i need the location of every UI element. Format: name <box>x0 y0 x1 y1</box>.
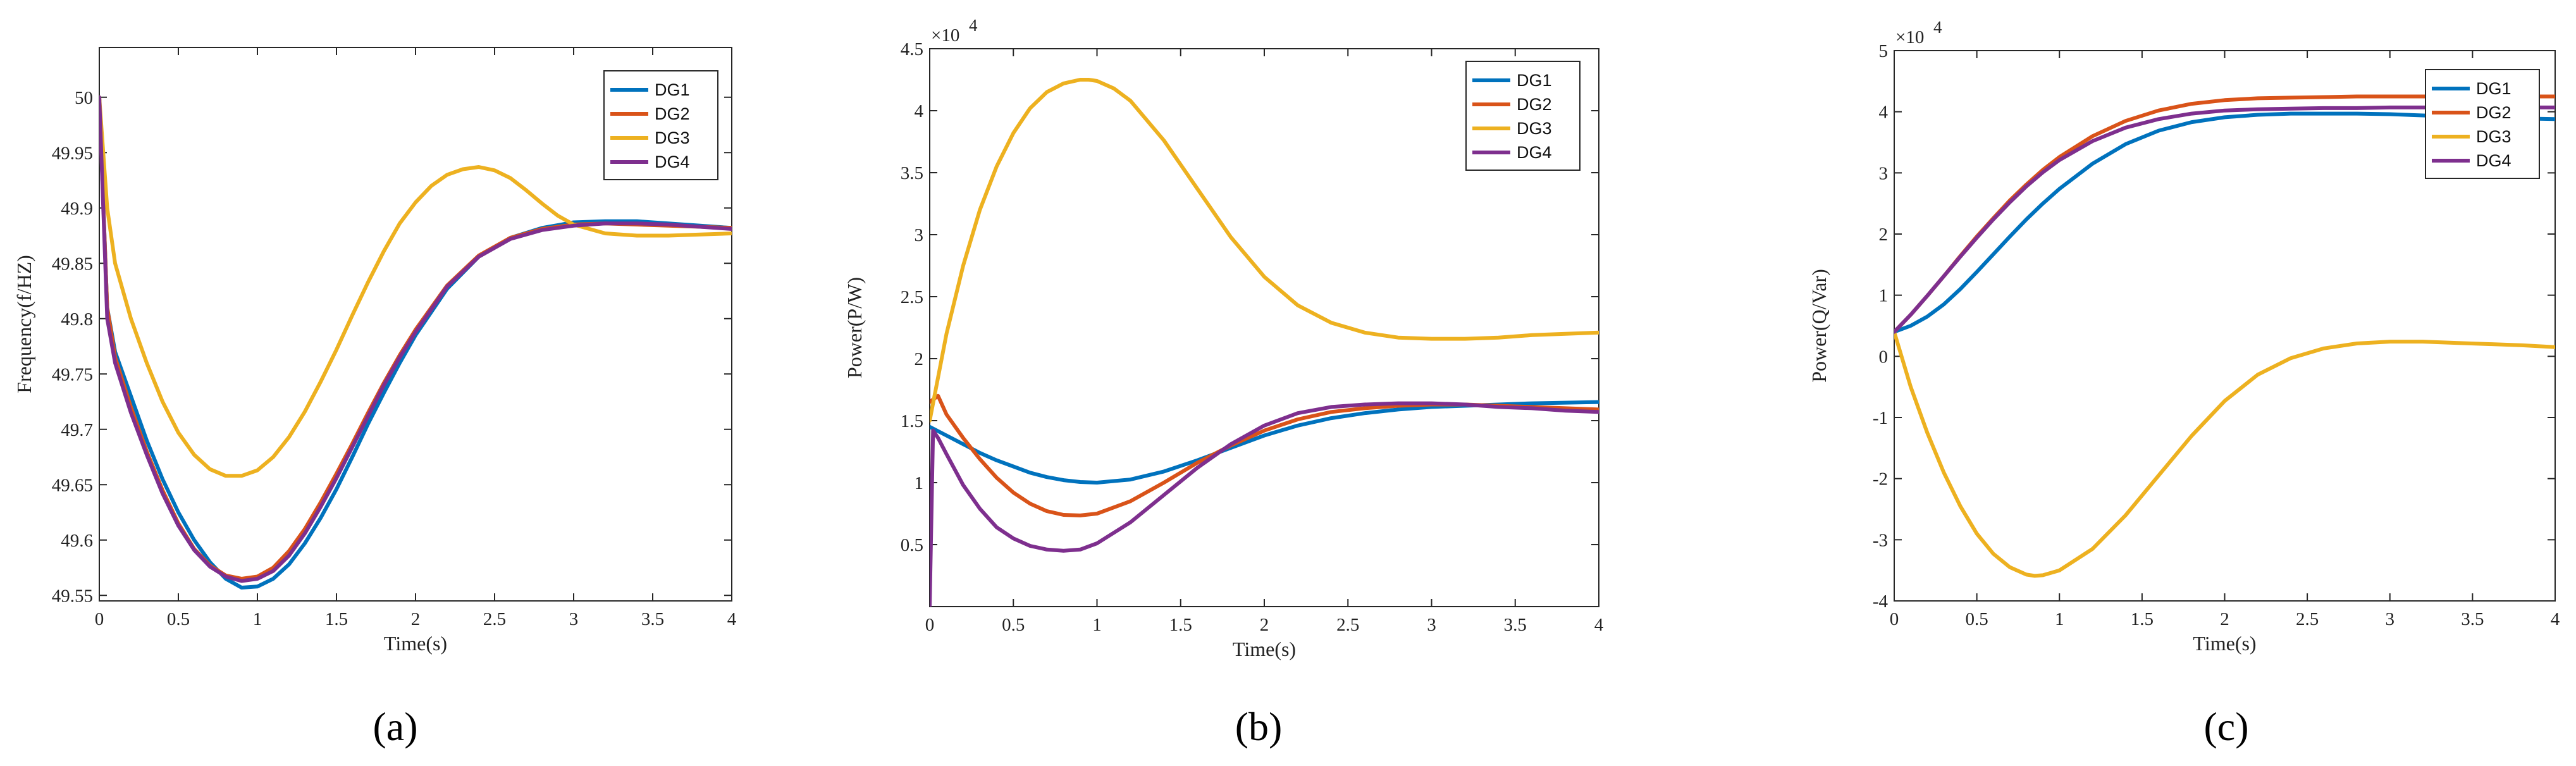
x-tick-label-c: 3 <box>2386 609 2395 629</box>
y-tick-label-c: -1 <box>1873 408 1888 428</box>
y-tick-label-c: -2 <box>1873 469 1888 490</box>
x-tick-label-b: 2 <box>1260 615 1269 635</box>
legend-label-dg4-c: DG4 <box>2476 151 2511 170</box>
x-tick-label-b: 3.5 <box>1504 615 1527 635</box>
y-tick-label-a: 50 <box>75 88 93 108</box>
y-tick-label-a: 49.75 <box>52 364 93 385</box>
x-tick-label-a: 2 <box>411 609 421 629</box>
x-tick-label-a: 3.5 <box>641 609 664 629</box>
y-tick-label-b: 3.5 <box>901 163 923 183</box>
y-tick-label-b: 2.5 <box>901 287 923 307</box>
y-tick-label-c: 1 <box>1879 286 1889 306</box>
y-tick-label-b: 4 <box>915 101 924 121</box>
y-tick-label-a: 49.55 <box>52 586 93 606</box>
legend-label-dg4-b: DG4 <box>1517 143 1552 162</box>
x-tick-label-c: 1 <box>2055 609 2064 629</box>
x-tick-label-a: 4 <box>727 609 737 629</box>
legend-label-dg1-b: DG1 <box>1517 71 1552 90</box>
x-tick-label-a: 3 <box>569 609 579 629</box>
y-axis-label-a: Frequency(f/HZ) <box>13 255 35 393</box>
x-tick-label-c: 3.5 <box>2461 609 2484 629</box>
x-tick-label-a: 2.5 <box>483 609 506 629</box>
legend-label-dg1-c: DG1 <box>2476 79 2511 98</box>
y-tick-label-c: 2 <box>1879 225 1889 245</box>
axis-exponent-b: ×10 <box>931 25 959 46</box>
panel-label-a: (a) <box>373 704 417 749</box>
series-line-dg4-b <box>930 401 1599 607</box>
series-line-dg3-c <box>1894 330 2555 578</box>
series-line-dg4-c <box>1894 105 2555 334</box>
series-line-dg3-a <box>99 95 732 478</box>
x-tick-label-c: 2 <box>2220 609 2229 629</box>
y-tick-label-c: -3 <box>1873 530 1888 550</box>
legend-label-dg3-b: DG3 <box>1517 119 1552 138</box>
y-tick-label-a: 49.95 <box>52 143 93 163</box>
x-tick-label-c: 0.5 <box>1966 609 1988 629</box>
panel-label-c: (c) <box>2203 704 2248 749</box>
x-tick-label-b: 0.5 <box>1002 615 1025 635</box>
x-tick-label-b: 2.5 <box>1336 615 1359 635</box>
x-tick-label-c: 1.5 <box>2131 609 2154 629</box>
x-tick-label-b: 4 <box>1594 615 1604 635</box>
legend-label-dg2-b: DG2 <box>1517 95 1552 114</box>
y-tick-label-c: 3 <box>1879 163 1889 183</box>
axis-exponent-c: ×10 <box>1895 27 1924 47</box>
x-tick-label-c: 0 <box>1890 609 1899 629</box>
y-tick-label-a: 49.7 <box>61 420 93 440</box>
x-tick-label-a: 1.5 <box>325 609 348 629</box>
y-tick-label-c: -4 <box>1873 591 1889 612</box>
y-axis-label-b: Power(P/W) <box>843 277 866 378</box>
y-tick-label-a: 49.65 <box>52 475 93 495</box>
y-tick-label-b: 3 <box>915 225 924 245</box>
x-tick-label-a: 0.5 <box>167 609 190 629</box>
series-line-dg4-a <box>99 95 732 583</box>
y-tick-label-a: 49.6 <box>61 531 93 551</box>
x-axis-label-c: Time(s) <box>2193 632 2256 655</box>
x-axis-label-a: Time(s) <box>384 632 447 655</box>
y-tick-label-b: 4.5 <box>901 39 923 59</box>
x-tick-label-a: 1 <box>253 609 262 629</box>
x-tick-label-b: 1.5 <box>1169 615 1192 635</box>
y-tick-label-a: 49.85 <box>52 254 93 274</box>
y-tick-label-b: 0.5 <box>901 535 923 555</box>
x-tick-label-c: 2.5 <box>2296 609 2319 629</box>
x-tick-label-c: 4 <box>2551 609 2560 629</box>
legend-label-dg3-c: DG3 <box>2476 127 2511 146</box>
legend-label-dg2-c: DG2 <box>2476 103 2511 122</box>
y-tick-label-c: 4 <box>1879 102 1889 123</box>
panel-label-b: (b) <box>1235 704 1283 749</box>
y-tick-label-c: 0 <box>1879 347 1889 367</box>
x-tick-label-b: 3 <box>1427 615 1436 635</box>
y-tick-label-b: 2 <box>915 349 924 369</box>
series-line-dg3-b <box>930 78 1599 423</box>
x-axis-label-b: Time(s) <box>1233 638 1296 660</box>
legend-label-dg3-a: DG3 <box>655 128 690 147</box>
legend-label-dg4-a: DG4 <box>655 152 690 171</box>
y-tick-label-a: 49.9 <box>61 199 93 219</box>
y-tick-label-a: 49.8 <box>61 309 93 330</box>
series-line-dg1-c <box>1894 111 2555 334</box>
y-tick-label-b: 1 <box>915 473 924 493</box>
y-axis-label-c: Power(Q/Var) <box>1808 269 1830 383</box>
legend-label-dg2-a: DG2 <box>655 104 690 123</box>
axis-exponent-power-c: 4 <box>1933 18 1942 37</box>
y-tick-label-c: 5 <box>1879 41 1889 61</box>
legend-label-dg1-a: DG1 <box>655 80 690 99</box>
y-tick-label-b: 1.5 <box>901 411 923 431</box>
axis-exponent-power-b: 4 <box>969 16 978 35</box>
x-tick-label-b: 1 <box>1092 615 1102 635</box>
x-tick-label-a: 0 <box>95 609 104 629</box>
x-tick-label-b: 0 <box>925 615 935 635</box>
